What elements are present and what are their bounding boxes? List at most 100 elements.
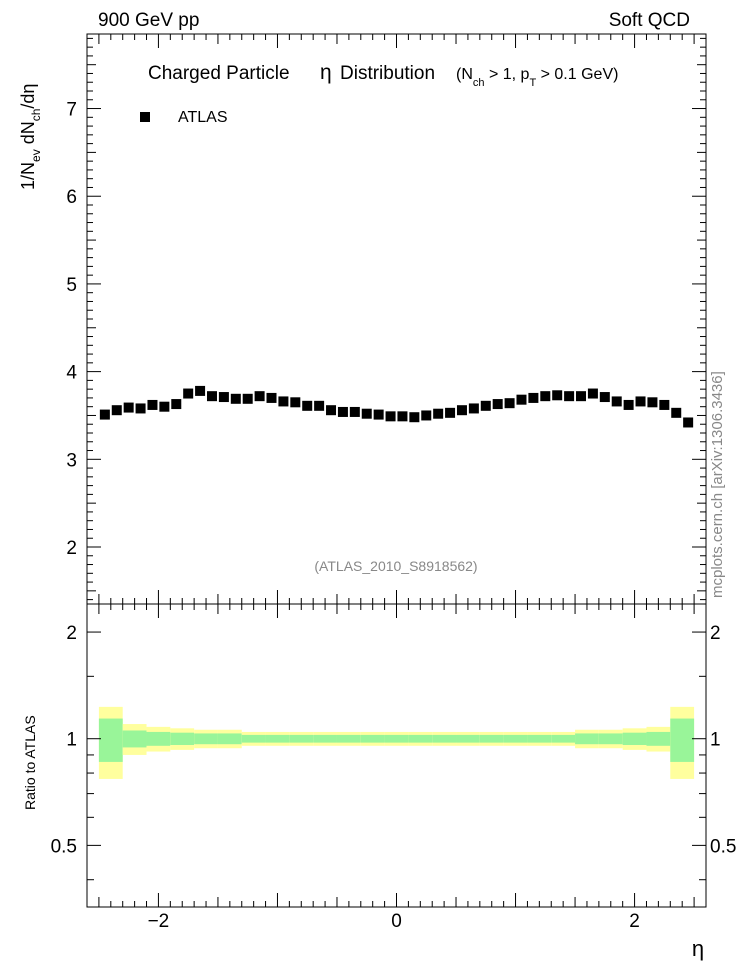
xtick-label: 0 [391, 911, 402, 932]
data-point [326, 405, 337, 416]
ratio-ytick-label-right: 0.5 [710, 836, 736, 857]
ratio-band-green [217, 733, 242, 745]
data-point [611, 396, 622, 407]
ratio-band-green [265, 734, 290, 743]
title-cuts: (Nch > 1, pT > 0.1 GeV) [456, 66, 618, 89]
data-point [206, 391, 217, 402]
data-point [647, 397, 658, 408]
ratio-band-green [336, 734, 361, 743]
data-point [587, 388, 598, 399]
data-point [623, 399, 634, 410]
main-panel: 2 3 4 5 6 7 [66, 33, 707, 605]
chart-title: Charged Particle η Distribution (Nch > 1… [148, 61, 618, 89]
data-point [195, 385, 206, 396]
data-point [540, 391, 551, 402]
data-point [397, 411, 408, 422]
title-rest: Distribution [340, 63, 435, 84]
ratio-band-green [313, 734, 337, 743]
main-ytick-label: 5 [66, 275, 77, 296]
data-point [242, 393, 253, 404]
ratio-band-green [551, 734, 576, 743]
ratio-band-green [146, 731, 171, 746]
data-point [373, 409, 384, 420]
ratio-panel: 0.5 0.5 1 1 2 2 −2 0 2 [51, 603, 736, 932]
ratio-ytick-label-left: 1 [66, 730, 77, 751]
data-point [504, 398, 515, 409]
ratio-band-green [241, 734, 266, 743]
data-point [183, 388, 194, 399]
data-point [385, 411, 396, 422]
data-point [302, 400, 313, 411]
data-point [314, 400, 325, 411]
data-point [254, 391, 265, 402]
main-ylabel: 1/Nev dNch/dη [18, 84, 43, 190]
data-point [349, 406, 360, 417]
title-main: Charged Particle [148, 63, 290, 84]
ratio-band-green [98, 718, 123, 762]
ratio-band-green [456, 734, 480, 743]
ratio-ytick-label-right: 1 [710, 730, 721, 751]
data-point [409, 412, 420, 423]
xtick-label: −2 [148, 911, 170, 932]
data-point [266, 392, 277, 403]
data-point [468, 403, 479, 414]
data-point [421, 410, 432, 421]
main-ytick-label: 2 [66, 538, 77, 559]
data-point [480, 400, 491, 411]
side-source-label: mcplots.cern.ch [arXiv:1306.3436] [709, 371, 726, 598]
data-point [576, 391, 587, 402]
data-point [671, 407, 682, 418]
analysis-watermark: (ATLAS_2010_S8918562) [314, 558, 477, 574]
header-right-label: Soft QCD [609, 10, 690, 31]
x-axis-title: η [692, 936, 704, 961]
data-point [171, 399, 182, 410]
main-ytick-label: 3 [66, 450, 77, 471]
header-left-label: 900 GeV pp [98, 10, 199, 31]
data-point [361, 408, 372, 419]
main-ytick-label: 4 [66, 363, 77, 384]
legend-marker-atlas [140, 112, 150, 122]
main-ytick-label: 6 [66, 187, 77, 208]
data-point [564, 391, 575, 402]
ratio-frame [86, 603, 707, 908]
ratio-band-green [170, 732, 195, 745]
title-eta: η [320, 61, 332, 84]
ratio-band-green [432, 734, 457, 743]
data-point [230, 393, 241, 404]
ratio-ytick-label-left: 2 [66, 623, 77, 644]
ratio-band-green [408, 734, 433, 743]
data-point [111, 405, 122, 416]
ratio-band-green [527, 734, 552, 743]
ratio-band-green [384, 734, 409, 743]
ratio-band-green [622, 732, 647, 745]
data-point [659, 399, 670, 410]
data-point [445, 407, 456, 418]
legend-label-atlas: ATLAS [178, 109, 228, 126]
ratio-band-green [670, 718, 695, 762]
data-point [433, 408, 444, 419]
xtick-label: 2 [629, 911, 640, 932]
data-point [492, 399, 503, 410]
ratio-band-green [503, 734, 528, 743]
data-point [290, 397, 301, 408]
ratio-band-green [646, 731, 671, 746]
data-point [516, 394, 527, 405]
ratio-band-green [289, 734, 314, 743]
ratio-band-green [575, 733, 599, 745]
data-point [552, 390, 563, 401]
data-point [337, 406, 348, 417]
main-ytick-label: 7 [66, 100, 77, 121]
ratio-band-green [194, 733, 218, 745]
data-point [99, 409, 110, 420]
ratio-ytick-label-right: 2 [710, 623, 721, 644]
legend: ATLAS [140, 109, 228, 126]
data-point [528, 392, 539, 403]
ratio-band-green [479, 734, 504, 743]
ratio-band-green [598, 733, 623, 745]
ratio-ytick-label-left: 0.5 [51, 836, 77, 857]
data-point [278, 396, 289, 407]
ratio-band-green [360, 734, 385, 743]
data-point [683, 417, 694, 428]
data-point [159, 401, 170, 412]
data-point [123, 402, 134, 413]
